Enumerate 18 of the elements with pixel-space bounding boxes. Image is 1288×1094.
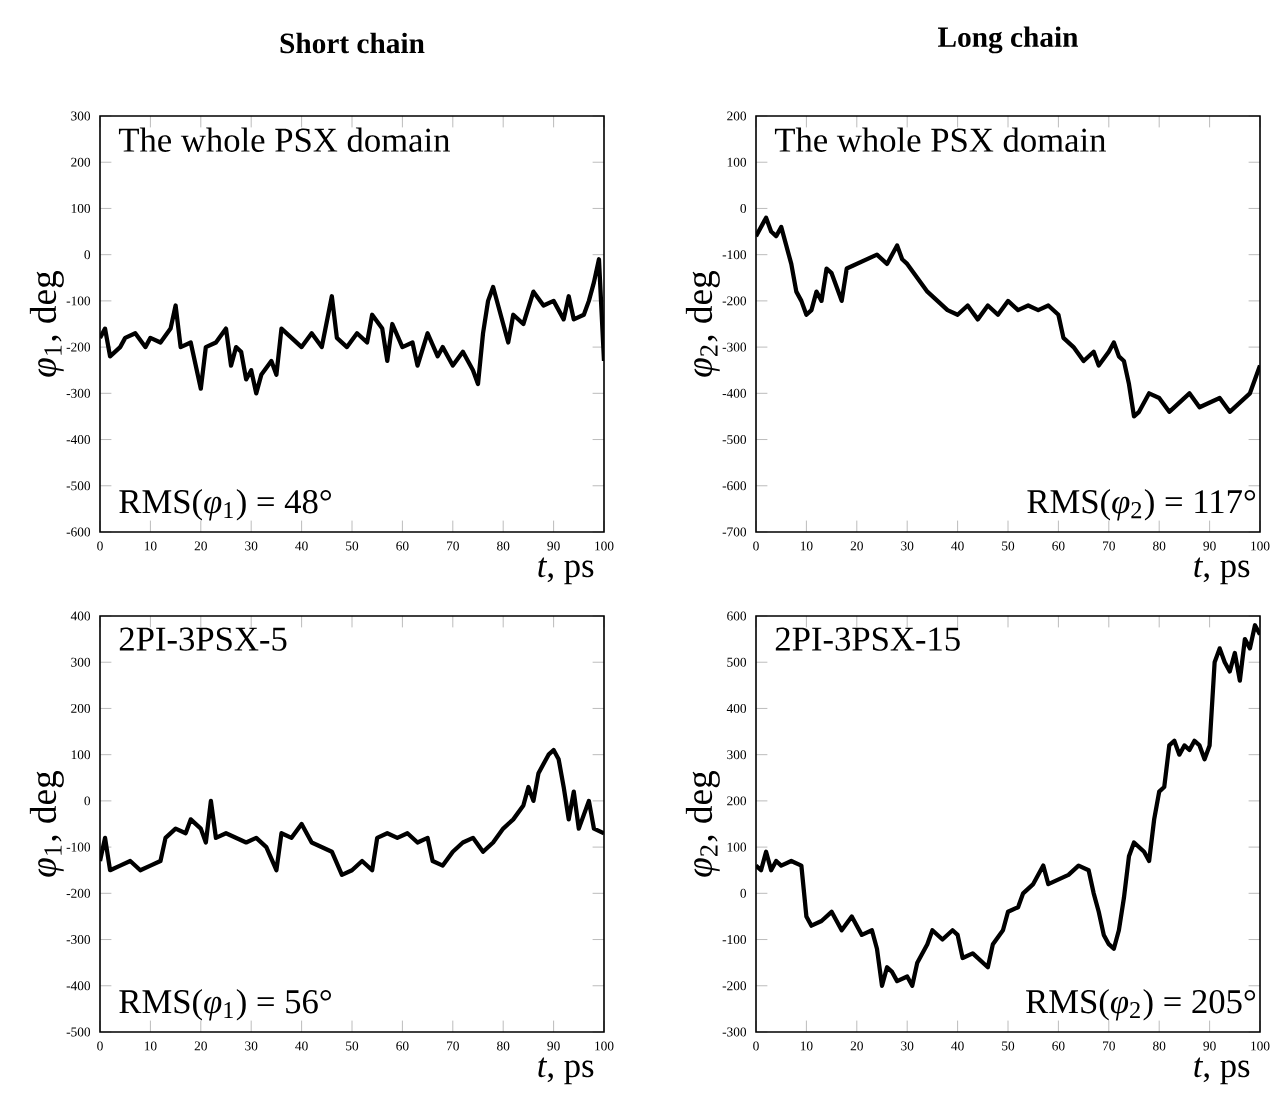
- y-axis-title: φ$_{2}$, deg: [685, 771, 720, 878]
- x-axis-title: t, ps: [1194, 557, 1250, 585]
- x-axis-title: t, ps: [538, 557, 594, 585]
- x-axis-title: t, ps: [1194, 1057, 1250, 1085]
- annotation: 2PI-3PSX-5: [119, 627, 287, 652]
- annotation: 2PI-3PSX-15: [775, 627, 960, 652]
- y-axis-title: φ$_{1}$, deg: [29, 771, 64, 878]
- x-axis-title: t, ps: [538, 1057, 594, 1085]
- chart-title: Long chain: [938, 26, 1079, 54]
- y-axis-title: φ$_{1}$, deg: [29, 271, 64, 378]
- annotation: The whole PSX domain: [774, 127, 1106, 153]
- chart-title: Short chain: [280, 33, 425, 54]
- annotation: RMS(φ$_{2}$) = 205°: [1026, 989, 1256, 1021]
- annotation: The whole PSX domain: [118, 127, 450, 153]
- annotation: RMS(φ$_{1}$) = 56°: [119, 989, 331, 1021]
- annotation: RMS(φ$_{1}$) = 48°: [119, 489, 331, 521]
- annotation: RMS(φ$_{2}$) = 117°: [1027, 489, 1256, 521]
- y-axis-title: φ$_{2}$, deg: [685, 271, 720, 378]
